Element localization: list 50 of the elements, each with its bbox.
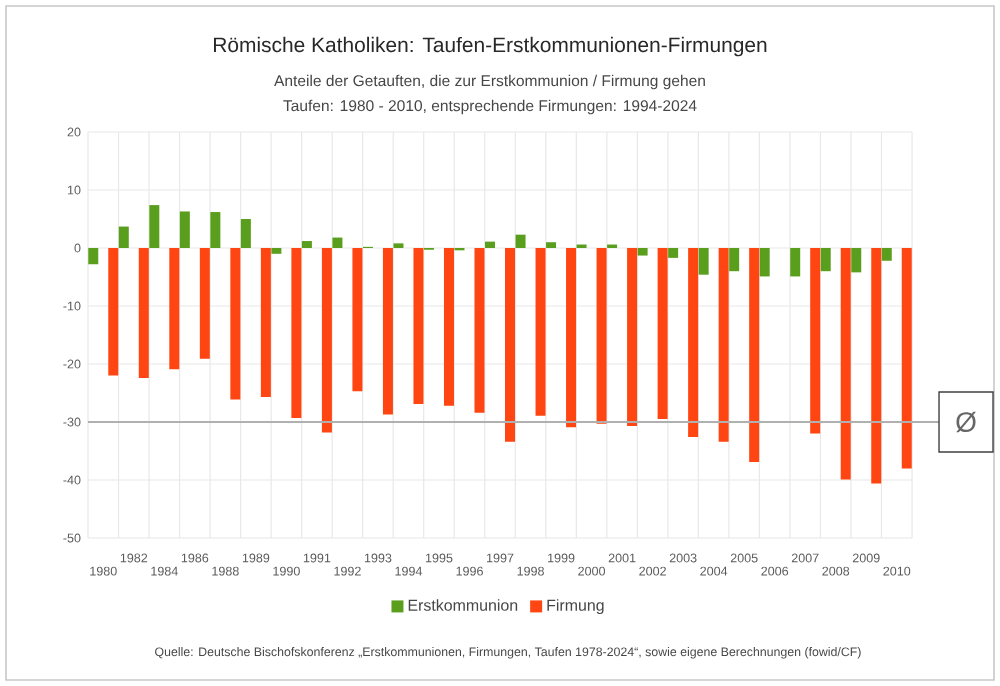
bar xyxy=(199,248,210,359)
bar xyxy=(515,234,526,249)
bar xyxy=(851,248,862,273)
bar xyxy=(718,248,729,442)
bar xyxy=(240,219,251,249)
bar xyxy=(149,205,160,249)
bar xyxy=(88,248,99,265)
bar xyxy=(179,211,190,249)
bar xyxy=(260,248,271,398)
bar xyxy=(230,248,241,400)
bar xyxy=(271,248,282,254)
bar xyxy=(169,248,180,370)
bar xyxy=(505,248,516,442)
bar xyxy=(291,248,302,418)
bar xyxy=(901,248,912,469)
bar xyxy=(546,242,557,249)
chart-title: Römische Katholiken: Taufen-Erstkommunionen-Firmungen xyxy=(214,36,767,57)
bar xyxy=(668,248,679,258)
bar xyxy=(108,248,119,376)
bar xyxy=(332,237,343,249)
bar xyxy=(535,248,546,416)
bar xyxy=(698,248,709,275)
bar xyxy=(382,248,393,415)
bar xyxy=(566,248,577,428)
bar xyxy=(393,243,404,249)
bar xyxy=(810,248,821,434)
bar xyxy=(301,241,312,249)
bar xyxy=(840,248,851,480)
bar xyxy=(790,248,801,277)
bar xyxy=(210,212,221,249)
bar xyxy=(352,248,363,392)
bar xyxy=(820,248,831,272)
bar xyxy=(443,248,454,406)
bar xyxy=(657,248,668,420)
bar xyxy=(118,226,129,249)
bar xyxy=(881,248,892,261)
ref-line-label: Ø xyxy=(956,411,976,433)
bar xyxy=(749,248,760,463)
bar xyxy=(596,248,607,424)
bar xyxy=(138,248,149,378)
bar xyxy=(474,248,485,413)
bar xyxy=(627,248,638,427)
bar xyxy=(321,248,332,433)
bar xyxy=(485,241,496,249)
bar xyxy=(637,248,648,256)
bar xyxy=(688,248,699,438)
bar xyxy=(413,248,424,405)
bar xyxy=(759,248,770,277)
bar xyxy=(729,248,740,272)
bar xyxy=(871,248,882,484)
